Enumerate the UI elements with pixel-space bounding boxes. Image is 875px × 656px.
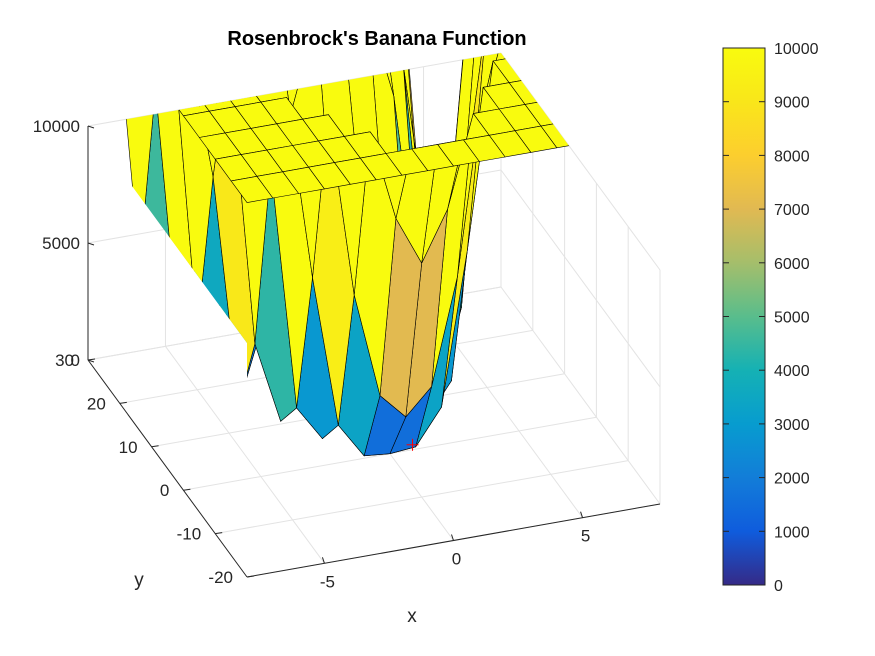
z-tick-label: 10000 <box>33 117 80 136</box>
y-tick <box>87 358 96 361</box>
surface-patch <box>560 68 603 96</box>
surface-patch <box>230 176 274 203</box>
y-tick-label: 0 <box>160 481 169 500</box>
minimum-marker <box>406 438 419 451</box>
surface-patch <box>497 0 539 9</box>
surface-patch <box>539 0 581 26</box>
surface-patch <box>529 26 571 52</box>
surface-patch <box>576 90 619 118</box>
y-tick <box>246 575 255 578</box>
y-tick <box>183 488 191 491</box>
surface-patch <box>129 53 172 89</box>
x-tick-label: -5 <box>320 572 335 591</box>
z-tick <box>87 242 95 246</box>
x-tick <box>451 534 454 541</box>
z-tick-label: 0 <box>71 351 80 370</box>
surface-patch <box>534 73 577 101</box>
floor-grid-y <box>215 460 629 535</box>
y-tick-label: 10 <box>119 438 138 457</box>
surface-patch <box>104 3 146 29</box>
surface-patch <box>301 0 343 19</box>
surface-patch <box>135 53 178 73</box>
surface-patch <box>146 20 188 46</box>
surface-patch <box>555 21 597 47</box>
chart-title: Rosenbrock's Banana Function <box>227 28 526 50</box>
x-axis-label: x <box>407 606 417 627</box>
colorbar-tick-label: 5000 <box>774 310 810 327</box>
surface-patch <box>513 4 555 30</box>
y-tick-label: 30 <box>55 351 74 370</box>
floor-grid-x <box>165 346 325 564</box>
surface-patch <box>523 0 565 4</box>
colorbar-tick-label: 7000 <box>774 202 810 219</box>
surface-patch <box>202 58 246 86</box>
colorbar-tick-label: 0 <box>774 578 783 595</box>
surface-patch <box>161 53 204 69</box>
y-tick-label: -10 <box>177 525 202 544</box>
surface-patch <box>120 24 162 50</box>
y-tick-label: 20 <box>87 394 106 413</box>
z-tick <box>87 359 95 363</box>
surface-patch <box>550 95 593 122</box>
side-wall-grid-z <box>500 169 661 388</box>
surface-patch <box>518 53 562 79</box>
surface-patch <box>259 0 301 2</box>
surface-patch <box>113 53 156 266</box>
surface-patch <box>592 112 635 139</box>
colorbar-gradient <box>722 47 766 586</box>
y-tick <box>119 401 127 404</box>
surface-patch <box>326 0 368 14</box>
surface-patch <box>544 53 587 74</box>
surface-patch <box>570 53 613 70</box>
side-wall-grid-z <box>500 286 661 505</box>
surface-patch <box>602 85 645 113</box>
colorbar-tick-label: 1000 <box>774 524 810 541</box>
x-tick <box>321 557 325 564</box>
colorbar-tick-label: 9000 <box>774 95 810 112</box>
colorbar: 0 1000 2000 3000 4000 5000 6000 7000 8000 9000 100… <box>722 41 819 595</box>
colorbar-tick-label: 6000 <box>774 256 810 273</box>
colorbar-tick-label: 8000 <box>774 148 810 165</box>
surface-patch <box>177 62 220 90</box>
x-tick <box>580 511 584 518</box>
z-tick <box>87 125 95 129</box>
y-axis-label: y <box>134 570 144 591</box>
surface-patch <box>151 67 194 95</box>
y-tick-label: -20 <box>208 568 233 587</box>
surface-patch <box>617 107 660 135</box>
y-tick <box>151 445 159 448</box>
z-tick-label: 5000 <box>42 234 80 253</box>
colorbar-tick-label: 4000 <box>774 363 810 380</box>
x-tick-label: 0 <box>452 550 461 569</box>
surface-patch <box>586 64 629 92</box>
y-axis-line <box>87 359 248 578</box>
surface-patch <box>88 0 130 7</box>
colorbar-tick-label: 3000 <box>774 417 810 434</box>
colorbar-tick-label: 10000 <box>774 41 819 58</box>
side-wall-grid-z <box>500 52 661 271</box>
y-tick <box>215 532 223 535</box>
colorbar-tick-label: 2000 <box>774 471 810 488</box>
x-tick-label: 5 <box>581 527 590 546</box>
surface-patch <box>566 116 609 144</box>
